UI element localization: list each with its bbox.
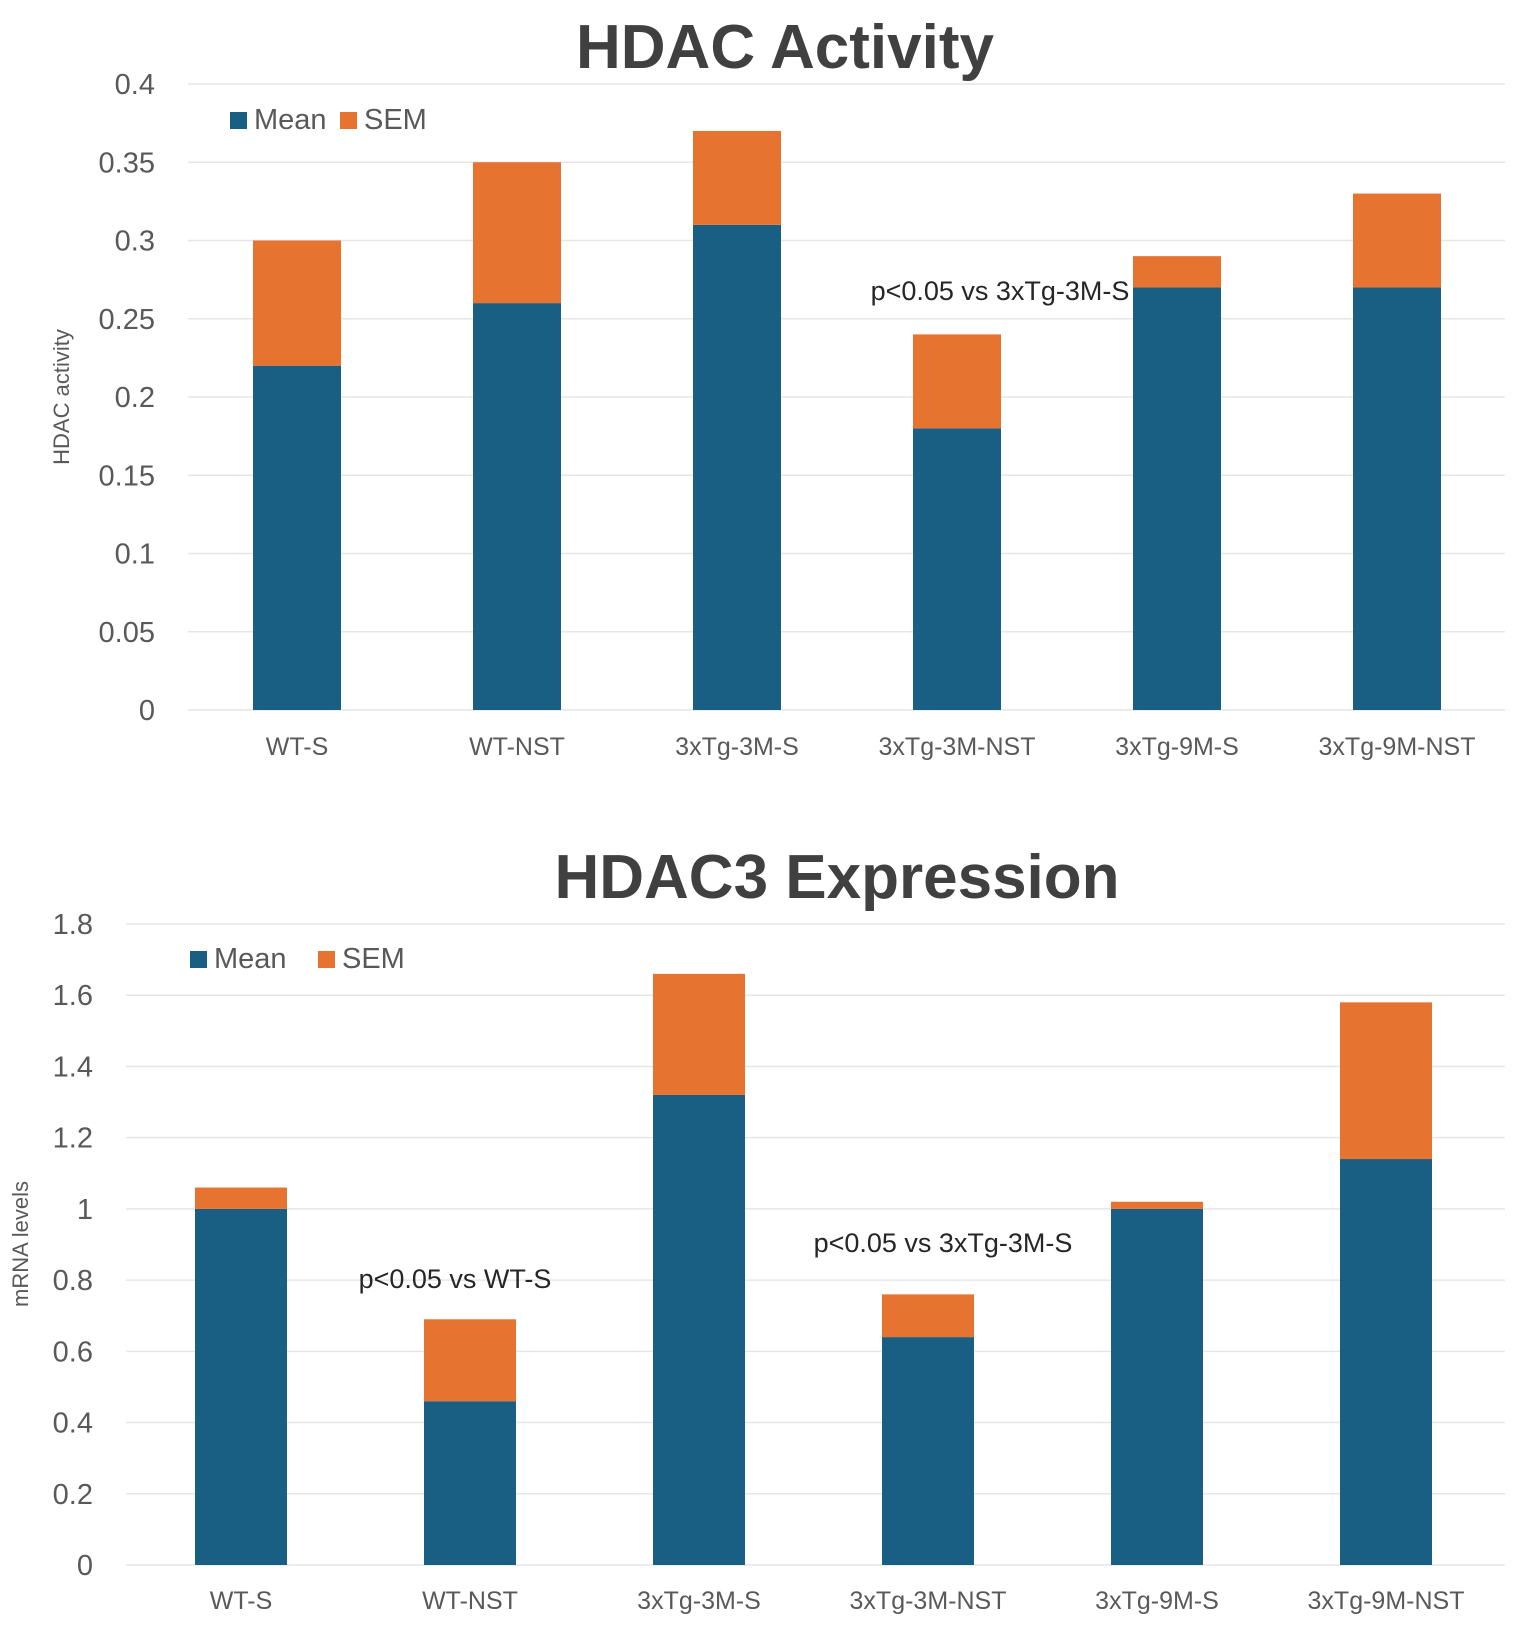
hdac3-expression-significance-annotation: p<0.05 vs WT-S xyxy=(359,1264,552,1294)
hdac-activity-bar-mean-wt-nst xyxy=(473,303,561,710)
hdac3-expression-y-tick-label: 0.4 xyxy=(53,1408,93,1440)
hdac3-expression-y-tick-label: 0.2 xyxy=(53,1479,93,1511)
hdac3-expression-y-tick-label: 1.2 xyxy=(53,1123,93,1155)
hdac-activity-bar-sem-3xtg-3m-nst xyxy=(913,334,1001,429)
hdac3-expression-x-tick-label: WT-S xyxy=(210,1587,273,1615)
hdac-activity-significance-annotation: p<0.05 vs 3xTg-3M-S xyxy=(871,276,1130,306)
hdac-activity-legend-swatch-mean xyxy=(230,112,247,129)
hdac3-expression-bar-mean-3xtg-3m-nst xyxy=(882,1337,974,1565)
hdac-activity-bar-sem-wt-s xyxy=(253,240,341,366)
hdac-activity-y-tick-label: 0.3 xyxy=(115,226,155,258)
hdac3-expression-bar-mean-3xtg-3m-s xyxy=(653,1094,745,1565)
hdac3-expression-bar-sem-3xtg-9m-s xyxy=(1111,1201,1203,1209)
hdac3-expression-y-tick-label: 0.6 xyxy=(53,1336,93,1368)
hdac3-expression-significance-annotation: p<0.05 vs 3xTg-3M-S xyxy=(814,1228,1073,1258)
hdac3-expression-bar-sem-3xtg-3m-nst xyxy=(882,1294,974,1338)
hdac-activity-x-tick-label: 3xTg-9M-NST xyxy=(1319,733,1476,761)
hdac3-expression-bar-mean-wt-s xyxy=(195,1208,287,1565)
hdac-activity-y-tick-label: 0.4 xyxy=(115,69,155,101)
hdac3-expression-legend-swatch-sem xyxy=(318,951,335,968)
hdac-activity-legend-swatch-sem xyxy=(340,112,357,129)
hdac3-expression-y-tick-label: 1.4 xyxy=(53,1051,93,1083)
hdac-activity-x-tick-label: 3xTg-9M-S xyxy=(1115,733,1239,761)
hdac-activity-y-tick-label: 0.2 xyxy=(115,382,155,414)
hdac3-expression-bar-mean-3xtg-9m-s xyxy=(1111,1208,1203,1565)
hdac3-expression-bar-sem-wt-s xyxy=(195,1187,287,1209)
hdac-activity-y-axis-label: HDAC activity xyxy=(49,329,74,465)
hdac-activity-bar-mean-wt-s xyxy=(253,365,341,710)
hdac-activity-bar-mean-3xtg-3m-s xyxy=(693,224,781,710)
hdac3-expression-legend-swatch-mean xyxy=(190,951,207,968)
hdac-activity-bar-mean-3xtg-3m-nst xyxy=(913,428,1001,710)
hdac-activity-bar-sem-wt-nst xyxy=(473,162,561,304)
hdac-activity-y-tick-label: 0.15 xyxy=(99,460,155,492)
hdac3-expression-bar-sem-3xtg-3m-s xyxy=(653,973,745,1095)
hdac-activity-bar-sem-3xtg-9m-nst xyxy=(1353,193,1441,288)
hdac-activity-x-tick-label: 3xTg-3M-S xyxy=(675,733,799,761)
hdac-activity-y-tick-label: 0.05 xyxy=(99,617,155,649)
hdac-activity-y-tick-label: 0 xyxy=(139,695,155,727)
hdac-activity-x-tick-label: WT-NST xyxy=(469,733,565,761)
hdac3-expression-bar-sem-3xtg-9m-nst xyxy=(1340,1002,1432,1160)
hdac-activity-bar-mean-3xtg-9m-nst xyxy=(1353,287,1441,710)
hdac3-expression-x-tick-label: 3xTg-3M-S xyxy=(637,1587,761,1615)
hdac-activity-y-tick-label: 0.25 xyxy=(99,304,155,336)
hdac-activity-title: HDAC Activity xyxy=(576,13,995,82)
hdac3-expression-legend-label-sem: SEM xyxy=(342,943,405,975)
hdac3-expression-legend-label-mean: Mean xyxy=(214,943,287,975)
hdac3-expression-x-tick-label: WT-NST xyxy=(422,1587,518,1615)
hdac3-expression-x-tick-label: 3xTg-9M-NST xyxy=(1308,1587,1465,1615)
hdac3-expression-bar-mean-wt-nst xyxy=(424,1401,516,1565)
hdac3-expression-x-tick-label: 3xTg-3M-NST xyxy=(850,1587,1007,1615)
hdac-activity-legend-label-mean: Mean xyxy=(254,104,327,136)
hdac3-expression-y-tick-label: 1.6 xyxy=(53,980,93,1012)
hdac3-expression-y-tick-label: 1 xyxy=(77,1194,93,1226)
hdac3-expression-title: HDAC3 Expression xyxy=(554,843,1119,912)
hdac-activity-y-tick-label: 0.35 xyxy=(99,147,155,179)
hdac-activity-y-tick-label: 0.1 xyxy=(115,539,155,571)
hdac3-expression-y-tick-label: 1.8 xyxy=(53,909,93,941)
hdac-activity-bar-sem-3xtg-9m-s xyxy=(1133,256,1221,288)
hdac3-expression-y-tick-label: 0.8 xyxy=(53,1265,93,1297)
hdac-activity-bar-mean-3xtg-9m-s xyxy=(1133,287,1221,710)
hdac3-expression-y-axis-label: mRNA levels xyxy=(8,1181,33,1307)
hdac3-expression-bar-mean-3xtg-9m-nst xyxy=(1340,1159,1432,1565)
hdac-activity-x-tick-label: 3xTg-3M-NST xyxy=(879,733,1036,761)
hdac3-expression-y-tick-label: 0 xyxy=(77,1550,93,1582)
hdac-activity-x-tick-label: WT-S xyxy=(266,733,329,761)
hdac-activity-bar-sem-3xtg-3m-s xyxy=(693,130,781,225)
hdac3-expression-x-tick-label: 3xTg-9M-S xyxy=(1095,1587,1219,1615)
hdac-activity-legend-label-sem: SEM xyxy=(364,104,427,136)
hdac3-expression-bar-sem-wt-nst xyxy=(424,1319,516,1402)
